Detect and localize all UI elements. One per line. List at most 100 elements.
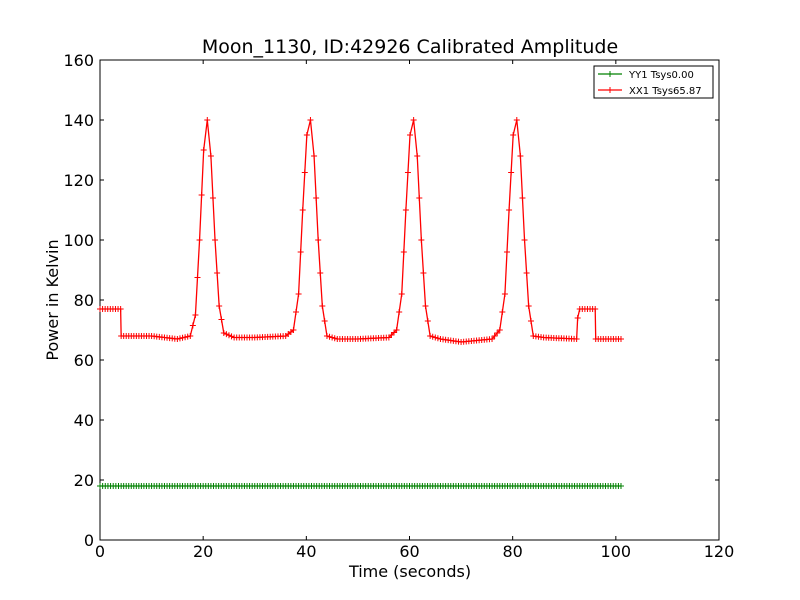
series-marker-1 bbox=[187, 333, 194, 339]
series-marker-1 bbox=[220, 330, 227, 336]
series-marker-1 bbox=[501, 291, 508, 297]
series-marker-1 bbox=[303, 132, 310, 138]
axis-ticks: 0 20 40 60 80 100 120 0 20 40 60 80 100 120 140 160 bbox=[63, 51, 734, 561]
series-marker-1 bbox=[297, 249, 304, 255]
series-marker-1 bbox=[293, 309, 300, 315]
series-marker-1 bbox=[414, 153, 421, 159]
y-tick-label: 80 bbox=[74, 291, 94, 310]
series-marker-1 bbox=[329, 334, 336, 341]
series-marker-1 bbox=[489, 336, 496, 342]
series-marker-1 bbox=[422, 303, 429, 309]
x-tick-label: 60 bbox=[399, 542, 419, 561]
series-marker-0 bbox=[617, 483, 624, 489]
legend-entry-label: XX1 Tsys65.87 bbox=[629, 86, 702, 97]
series-marker-1 bbox=[204, 117, 211, 123]
series-marker-1 bbox=[494, 330, 501, 336]
series-marker-1 bbox=[410, 117, 417, 123]
series-marker-1 bbox=[503, 249, 510, 255]
series-marker-1 bbox=[617, 336, 624, 342]
series-marker-1 bbox=[299, 207, 306, 213]
y-tick-label: 160 bbox=[63, 51, 94, 70]
series-marker-1 bbox=[209, 195, 216, 201]
x-tick-label: 40 bbox=[296, 542, 316, 561]
series-marker-1 bbox=[521, 237, 528, 243]
series-marker-1 bbox=[301, 169, 308, 176]
series-marker-1 bbox=[508, 169, 515, 176]
series-marker-1 bbox=[223, 331, 230, 338]
series-marker-1 bbox=[207, 153, 214, 159]
y-tick-label: 140 bbox=[63, 111, 94, 130]
series-marker-1 bbox=[174, 336, 181, 342]
x-tick-label: 120 bbox=[704, 542, 735, 561]
series-marker-1 bbox=[491, 333, 498, 339]
plot-area bbox=[99, 59, 720, 541]
series-marker-1 bbox=[519, 195, 526, 201]
series-marker-1 bbox=[290, 327, 297, 333]
series-marker-1 bbox=[326, 333, 333, 340]
y-tick-label: 100 bbox=[63, 231, 94, 250]
x-axis-label: Time (seconds) bbox=[348, 562, 471, 581]
series-marker-1 bbox=[313, 195, 320, 201]
series-marker-1 bbox=[574, 315, 581, 321]
x-tick-label: 100 bbox=[601, 542, 632, 561]
series-marker-1 bbox=[527, 318, 534, 324]
series-marker-1 bbox=[323, 333, 330, 339]
y-tick-label: 120 bbox=[63, 171, 94, 190]
series-marker-1 bbox=[573, 336, 580, 342]
series-marker-1 bbox=[319, 303, 326, 309]
series-marker-1 bbox=[407, 132, 414, 138]
series-marker-1 bbox=[429, 333, 436, 340]
series-marker-1 bbox=[117, 306, 124, 312]
legend-marker bbox=[607, 87, 613, 93]
series-marker-1 bbox=[194, 274, 201, 281]
series-marker-1 bbox=[198, 192, 205, 198]
series-marker-1 bbox=[315, 237, 322, 243]
series-marker-1 bbox=[396, 309, 403, 315]
series-marker-1 bbox=[398, 291, 405, 297]
series-marker-1 bbox=[182, 334, 189, 341]
series-marker-1 bbox=[196, 237, 203, 243]
series-marker-1 bbox=[513, 117, 520, 123]
series-marker-1 bbox=[592, 306, 599, 312]
legend-box bbox=[593, 65, 714, 99]
series-marker-1 bbox=[331, 335, 338, 342]
series-marker-1 bbox=[510, 132, 517, 138]
series-marker-1 bbox=[517, 153, 524, 159]
series-marker-1 bbox=[418, 237, 425, 243]
series-marker-1 bbox=[523, 270, 530, 276]
series-marker-1 bbox=[212, 237, 219, 243]
chart-title: Moon_1130, ID:42926 Calibrated Amplitude bbox=[202, 36, 618, 58]
series-marker-1 bbox=[225, 332, 232, 339]
series-marker-1 bbox=[295, 291, 302, 297]
series-marker-1 bbox=[216, 303, 223, 309]
series-marker-1 bbox=[317, 270, 324, 276]
series-marker-1 bbox=[400, 249, 407, 255]
series-marker-1 bbox=[506, 207, 513, 213]
series-marker-1 bbox=[496, 327, 503, 333]
series-marker-1 bbox=[176, 335, 183, 342]
series-marker-1 bbox=[179, 334, 186, 341]
y-tick-label: 60 bbox=[74, 351, 94, 370]
series-marker-1 bbox=[189, 322, 196, 329]
series-marker-1 bbox=[402, 207, 409, 213]
legend-entry-label: YY1 Tsys0.00 bbox=[628, 70, 694, 81]
series-marker-1 bbox=[424, 318, 431, 324]
series-marker-1 bbox=[200, 147, 207, 153]
y-axis-label: Power in Kelvin bbox=[43, 239, 62, 360]
x-tick-label: 20 bbox=[193, 542, 213, 561]
series-marker-1 bbox=[499, 309, 506, 315]
x-tick-label: 80 bbox=[502, 542, 522, 561]
y-tick-label: 20 bbox=[74, 471, 94, 490]
series-marker-1 bbox=[393, 327, 400, 333]
series-marker-1 bbox=[434, 335, 441, 342]
legend-marker bbox=[607, 71, 613, 77]
series-marker-1 bbox=[218, 316, 225, 323]
series-marker-1 bbox=[420, 270, 427, 276]
series-marker-1 bbox=[192, 312, 199, 318]
legend: YY1 Tsys0.00 XX1 Tsys65.87 bbox=[593, 65, 714, 99]
series-marker-1 bbox=[416, 195, 423, 201]
series-marker-1 bbox=[307, 117, 314, 123]
series-marker-1 bbox=[214, 270, 221, 276]
series-marker-1 bbox=[311, 153, 318, 159]
